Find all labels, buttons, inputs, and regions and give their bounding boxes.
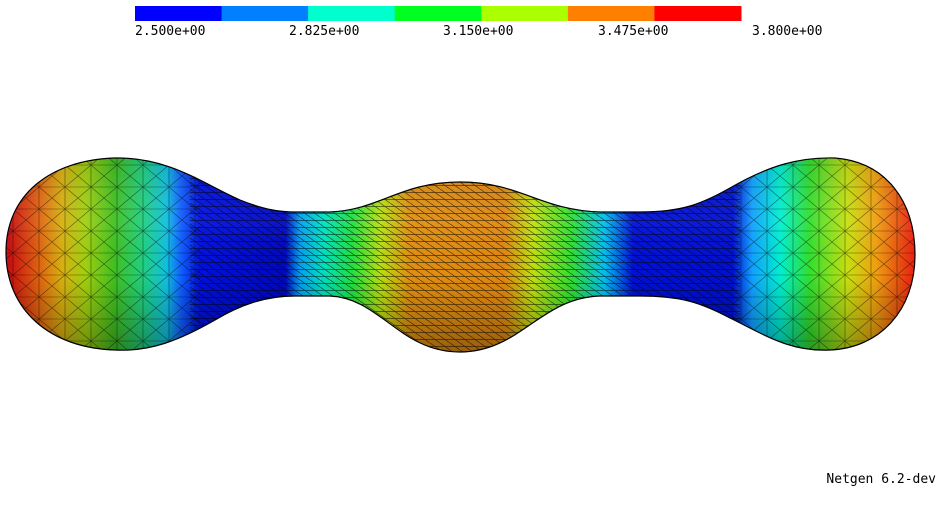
colorbar-segment (221, 6, 309, 21)
mesh-neck-right (540, 157, 740, 352)
colorbar-label-2: 3.150e+00 (443, 24, 514, 39)
colorbar (135, 6, 742, 21)
colorbar-segment (654, 6, 742, 21)
colorbar-segment (135, 6, 223, 21)
colorbar-segment (308, 6, 396, 21)
colorbar-label-4: 3.800e+00 (752, 24, 823, 39)
colorbar-label-1: 2.825e+00 (289, 24, 360, 39)
mesh-right-bulb (735, 157, 915, 352)
colorbar-segment (481, 6, 569, 21)
colorbar-label-0: 2.500e+00 (135, 24, 206, 39)
colorbar-segment (567, 6, 655, 21)
mesh-neck-left (190, 157, 380, 352)
version-label: Netgen 6.2-dev (826, 472, 936, 487)
colorbar-label-3: 3.475e+00 (598, 24, 669, 39)
dumbbell-surface[interactable] (0, 150, 952, 360)
mesh-left-bulb (6, 157, 200, 352)
colorbar-segment (394, 6, 482, 21)
